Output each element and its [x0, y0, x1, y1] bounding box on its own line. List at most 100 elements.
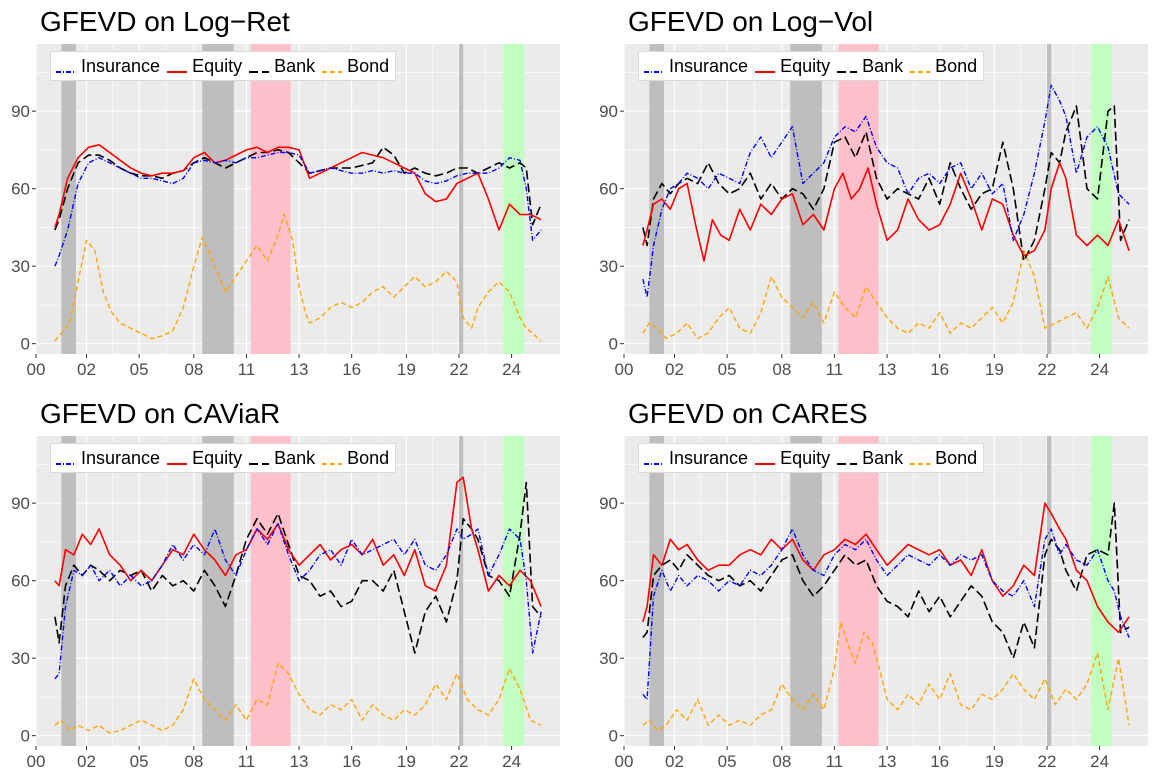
series-line-bond	[54, 662, 542, 734]
plot-background	[36, 44, 560, 354]
y-tick-label: 0	[21, 335, 30, 354]
legend-key	[909, 453, 931, 465]
x-tick-label: 02	[665, 752, 684, 771]
legend-item-bank: Bank	[836, 56, 903, 77]
x-tick-label: 22	[450, 360, 469, 379]
shaded-period-green	[503, 44, 525, 354]
legend-key	[55, 61, 77, 73]
chart-panel-caviar: 0 30 60 90 00 02 05 08 11 13 16 19 22 24 GFEVD on CAV…	[0, 392, 577, 783]
legend-label: Bank	[274, 55, 316, 76]
x-tick-label: 22	[450, 752, 469, 771]
x-tick-label: 00	[27, 360, 46, 379]
x-tick-label: 22	[1038, 360, 1057, 379]
legend-label: Bank	[862, 447, 904, 468]
shaded-period-pink	[250, 436, 291, 746]
shaded-period-gray	[790, 436, 822, 746]
x-tick-label: 11	[826, 752, 844, 771]
y-tick-label: 90	[11, 494, 30, 513]
legend-key	[643, 61, 665, 73]
shaded-period-pink	[250, 44, 291, 354]
legend-key	[836, 61, 858, 73]
chart-legend: Insurance Equity Bank Bond	[50, 51, 397, 81]
series-line-equity	[54, 144, 542, 231]
y-tick-label: 30	[599, 257, 618, 276]
x-tick-label: 08	[184, 752, 203, 771]
x-tick-label: 05	[718, 752, 737, 771]
shaded-period-gray	[458, 436, 464, 746]
x-tick-label: 02	[77, 360, 96, 379]
legend-label: Equity	[780, 447, 831, 468]
shaded-period-gray	[61, 436, 76, 746]
series-line-bond	[642, 621, 1130, 732]
chart-legend: Insurance Equity Bank Bond	[638, 51, 985, 81]
legend-item-equity: Equity	[166, 448, 242, 469]
legend-key	[166, 453, 188, 465]
series-line-bond	[54, 213, 542, 342]
x-tick-label: 16	[930, 360, 949, 379]
series-line-equity	[642, 502, 1130, 634]
x-tick-label: 08	[184, 360, 203, 379]
x-tick-label: 13	[290, 360, 309, 379]
shaded-period-gray	[61, 44, 76, 354]
y-tick-label: 90	[11, 102, 30, 121]
chart-plot-log-vol: 0 30 60 90 00 02 05 08 11 13 16 19 22 24	[599, 44, 1148, 379]
y-tick-label: 90	[599, 494, 618, 513]
legend-label: Insurance	[669, 447, 749, 468]
x-tick-label: 11	[826, 360, 844, 379]
legend-item-bank: Bank	[248, 56, 315, 77]
chart-legend: Insurance Equity Bank Bond	[50, 443, 397, 473]
x-tick-label: 02	[665, 360, 684, 379]
series-line-bank	[642, 105, 1130, 262]
x-tick-label: 05	[130, 360, 149, 379]
x-tick-label: 19	[985, 752, 1004, 771]
shaded-period-green	[1091, 436, 1113, 746]
legend-item-bond: Bond	[909, 448, 977, 469]
chart-title: GFEVD on CARES	[628, 398, 868, 429]
x-tick-label: 24	[502, 360, 521, 379]
legend-key	[248, 453, 270, 465]
shaded-period-pink	[838, 436, 879, 746]
x-tick-label: 11	[238, 360, 256, 379]
legend-label: Equity	[192, 55, 243, 76]
y-tick-label: 0	[609, 727, 618, 746]
series-line-insurance	[642, 84, 1130, 298]
chart-panel-log-vol: 0 30 60 90 00 02 05 08 11 13 16 19 22 24 GFEVD on Log…	[588, 0, 1155, 391]
legend-key	[55, 453, 77, 465]
x-tick-label: 13	[878, 360, 897, 379]
legend-item-bond: Bond	[321, 56, 389, 77]
y-tick-label: 0	[21, 727, 30, 746]
shaded-period-gray	[458, 44, 464, 354]
shaded-period-gray	[649, 436, 664, 746]
x-tick-label: 24	[502, 752, 521, 771]
legend-label: Equity	[192, 447, 243, 468]
chart-title: GFEVD on CAViaR	[40, 398, 281, 429]
legend-item-equity: Equity	[754, 448, 830, 469]
x-tick-label: 11	[238, 752, 256, 771]
legend-key	[248, 61, 270, 73]
legend-item-insurance: Insurance	[55, 56, 160, 77]
legend-item-bank: Bank	[248, 448, 315, 469]
x-tick-label: 19	[985, 360, 1004, 379]
plot-background	[624, 44, 1148, 354]
shaded-period-gray	[1046, 436, 1052, 746]
legend-item-bank: Bank	[836, 448, 903, 469]
y-tick-label: 30	[11, 257, 30, 276]
y-tick-label: 60	[599, 572, 618, 591]
legend-item-insurance: Insurance	[643, 56, 748, 77]
legend-key	[836, 453, 858, 465]
x-tick-label: 24	[1090, 360, 1109, 379]
legend-label: Insurance	[669, 55, 749, 76]
x-tick-label: 16	[342, 752, 361, 771]
legend-key	[321, 61, 343, 73]
series-line-equity	[642, 162, 1130, 262]
chart-panel-cares: 0 30 60 90 00 02 05 08 11 13 16 19 22 24 GFEVD on CAR…	[588, 392, 1155, 783]
legend-key	[754, 61, 776, 73]
x-tick-label: 19	[397, 752, 416, 771]
legend-label: Bond	[935, 447, 978, 468]
legend-item-equity: Equity	[754, 56, 830, 77]
legend-key	[166, 61, 188, 73]
series-line-insurance	[642, 528, 1130, 701]
x-tick-label: 00	[615, 752, 634, 771]
legend-label: Bond	[935, 55, 978, 76]
